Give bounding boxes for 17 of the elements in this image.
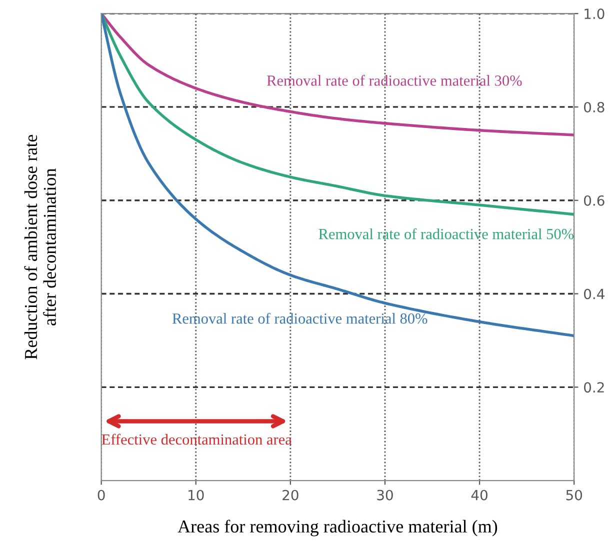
x-tick-label: 10 — [188, 490, 204, 500]
annotation: Effective decontamination area — [102, 434, 292, 445]
x-tick-label: 40 — [471, 490, 488, 500]
x-axis-title: Areas for removing radioactive material (m) — [178, 520, 498, 536]
y-tick-label: 0.2 — [584, 382, 604, 393]
x-tick-label: 20 — [282, 490, 298, 500]
x-tick-label: 0 — [98, 490, 105, 500]
y-tick-label: 1.0 — [584, 8, 604, 20]
y-tick-label: 0.6 — [584, 195, 604, 206]
y-axis-title: Reduction of ambient dose rate after decontamination — [24, 134, 56, 360]
series-label: Removal rate of radioactive material 80% — [172, 312, 428, 324]
y-tick-label: 0.4 — [584, 288, 604, 300]
x-tick-label: 30 — [377, 490, 393, 500]
series-label: Removal rate of radioactive material 30% — [266, 74, 522, 86]
series-label: Removal rate of radioactive material 50% — [318, 228, 574, 240]
x-tick-label: 50 — [566, 490, 582, 500]
y-tick-label: 0.8 — [584, 102, 604, 112]
